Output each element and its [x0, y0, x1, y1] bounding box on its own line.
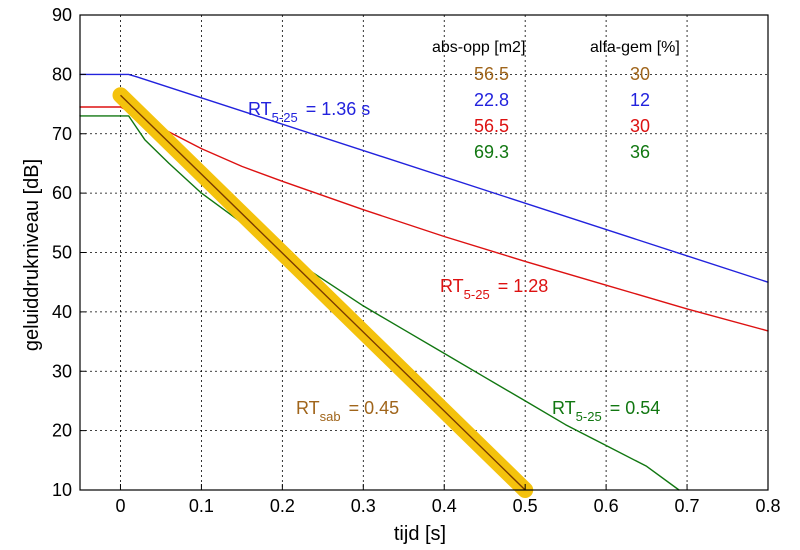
table-alfa-gem-value: 36: [630, 142, 650, 162]
table-header-alfa-gem: alfa-gem [%]: [590, 39, 680, 56]
axis-ticks: 0 0.1 0.2 0.3 0.4 0.5 0.6 0.7 0.8 10 20 30 40 50 60 70 8…: [52, 5, 781, 516]
table-header-abs-opp: abs-opp [m2]: [432, 39, 525, 56]
x-tick-label: 0: [115, 496, 125, 516]
x-tick-label: 0.2: [270, 496, 295, 516]
y-tick-label: 30: [52, 361, 72, 381]
x-axis-label: tijd [s]: [394, 523, 446, 545]
rt-subscript: sab: [320, 409, 341, 424]
rt-annotation: RT5-25 = 1.36 s: [248, 99, 370, 125]
y-tick-label: 60: [52, 183, 72, 203]
grid-lines: [80, 14, 769, 491]
table-abs-opp-value: 56.5: [474, 64, 509, 84]
rt-value: = 1.36 s: [306, 99, 371, 119]
series-line-red: [79, 106, 769, 332]
rt-main: RT: [248, 99, 272, 119]
x-tick-label: 0.6: [594, 496, 619, 516]
y-tick-label: 80: [52, 64, 72, 84]
series-layer: [79, 73, 769, 498]
x-tick-label: 0.3: [351, 496, 376, 516]
x-tick-label: 0.5: [513, 496, 538, 516]
table-alfa-gem-value: 30: [630, 64, 650, 84]
x-tick-label: 0.4: [432, 496, 457, 516]
x-tick-label: 0.1: [189, 496, 214, 516]
rt-value: = 0.45: [349, 398, 400, 418]
y-tick-label: 70: [52, 124, 72, 144]
series-line-green: [79, 115, 680, 491]
x-tick-label: 0.7: [675, 496, 700, 516]
table-rows: 56.5 30 22.8 12 56.5 30 69.3 36: [474, 64, 650, 162]
rt-value: = 0.54: [610, 398, 661, 418]
y-tick-label: 50: [52, 243, 72, 263]
y-tick-label: 20: [52, 421, 72, 441]
rt-main: RT: [440, 276, 464, 296]
rt-annotation: RTsab = 0.45: [296, 398, 399, 424]
rt-subscript: 5-25: [272, 110, 298, 125]
plot-frame: [79, 14, 769, 491]
table-alfa-gem-value: 12: [630, 90, 650, 110]
rt-subscript: 5-25: [464, 287, 490, 302]
y-axis-label: geluiddrukniveau [dB]: [21, 159, 43, 351]
table-abs-opp-value: 56.5: [474, 116, 509, 136]
x-tick-label: 0.8: [755, 496, 780, 516]
rt-main: RT: [296, 398, 320, 418]
y-tick-label: 10: [52, 480, 72, 500]
rt-annotation: RT5-25 = 1.28: [440, 276, 548, 302]
table-abs-opp-value: 22.8: [474, 90, 509, 110]
table-abs-opp-value: 69.3: [474, 142, 509, 162]
rt-subscript: 5-25: [576, 409, 602, 424]
y-tick-label: 90: [52, 5, 72, 25]
series-line-blue: [79, 73, 769, 283]
y-tick-label: 40: [52, 302, 72, 322]
rt-main: RT: [552, 398, 576, 418]
table-alfa-gem-value: 30: [630, 116, 650, 136]
rt-value: = 1.28: [498, 276, 549, 296]
sabine-core-line: [120, 94, 526, 491]
rt-annotation: RT5-25 = 0.54: [552, 398, 660, 424]
